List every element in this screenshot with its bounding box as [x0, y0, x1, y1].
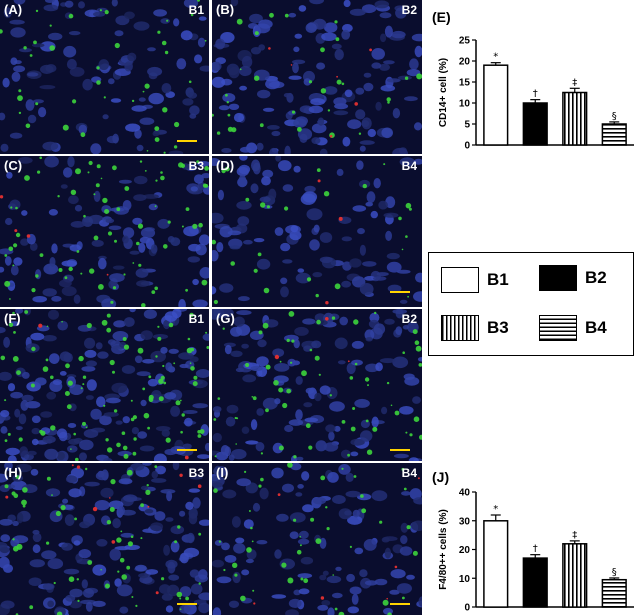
legend-item-b4: B4 — [539, 315, 607, 341]
y-tick-label: 0 — [464, 603, 470, 614]
panel-label: (D) — [216, 158, 235, 173]
legend-label: B4 — [585, 318, 607, 337]
bar-b2 — [522, 102, 548, 146]
group-label: B3 — [188, 159, 204, 173]
significance-mark: § — [612, 111, 617, 122]
significance-mark: * — [493, 52, 498, 63]
panel-label: (I) — [216, 465, 229, 480]
group-label: B1 — [188, 312, 204, 326]
scale-bar — [390, 449, 410, 451]
y-tick-label: 40 — [459, 488, 471, 499]
panel-label: (A) — [4, 2, 23, 17]
y-axis-label: F4/80++ cells (%) — [438, 509, 449, 590]
significance-mark: § — [612, 567, 617, 578]
micrograph-panel-d: (D) B4 — [212, 156, 422, 307]
panel-label: (E) — [432, 9, 451, 25]
panel-label: (G) — [216, 311, 235, 326]
y-tick-label: 20 — [459, 57, 471, 68]
group-label: B4 — [401, 159, 417, 173]
y-tick-label: 30 — [459, 516, 471, 527]
micrograph-panel-b: (B) B2 — [212, 0, 422, 154]
micrograph-panel-h: (H) B3 — [0, 463, 209, 615]
scale-bar — [177, 449, 197, 451]
micrograph-image — [0, 0, 209, 154]
bar-b4 — [601, 123, 627, 146]
y-tick-label: 10 — [459, 99, 471, 110]
y-tick-label: 10 — [459, 574, 471, 585]
group-label: B3 — [188, 466, 204, 480]
panel-label: (H) — [4, 465, 23, 480]
significance-mark: ‡ — [572, 77, 577, 88]
y-tick-label: 25 — [459, 36, 471, 47]
legend-swatch-black — [539, 265, 577, 291]
micrograph-panel-g: (G) B2 — [212, 309, 422, 461]
panel-label: (C) — [4, 158, 23, 173]
bar-chart-j: (J) F4/80++ cells (%) 0 10 20 30 40 * † ‡ § — [432, 469, 634, 614]
group-label: B4 — [401, 466, 417, 480]
y-axis-label: CD14+ cell (%) — [438, 58, 449, 127]
micrograph-image — [212, 463, 422, 615]
group-label: B1 — [188, 3, 204, 17]
scale-bar — [390, 603, 410, 605]
legend-swatch-horizontal-stripes — [539, 315, 577, 341]
scale-bar — [177, 140, 197, 142]
panel-label: (J) — [432, 469, 449, 485]
micrograph-panel-i: (I) B4 — [212, 463, 422, 615]
group-label: B2 — [401, 3, 417, 17]
legend: B1 B2 B3 B4 — [428, 252, 634, 356]
micrograph-image — [0, 463, 209, 615]
scale-bar — [390, 291, 410, 293]
bar-b3 — [562, 91, 588, 146]
y-tick-label: 0 — [464, 141, 470, 152]
y-tick-label: 20 — [459, 545, 471, 556]
legend-item-b1: B1 — [441, 267, 509, 293]
legend-swatch-white — [441, 267, 479, 293]
legend-label: B3 — [487, 318, 509, 337]
micrograph-image — [212, 309, 422, 461]
bar-b1 — [483, 64, 509, 146]
bar-b2 — [522, 557, 548, 608]
significance-mark: ‡ — [572, 530, 577, 541]
legend-item-b2: B2 — [539, 265, 607, 291]
legend-label: B2 — [585, 268, 607, 287]
significance-mark: * — [493, 504, 498, 515]
bar-b3 — [562, 543, 588, 608]
scale-bar — [177, 603, 197, 605]
y-tick-label: 15 — [459, 78, 471, 89]
panel-label: (B) — [216, 2, 235, 17]
legend-swatch-vertical-stripes — [441, 315, 479, 341]
micrograph-image — [0, 309, 209, 461]
micrograph-panel-c: (C) B3 — [0, 156, 209, 307]
micrograph-panel-a: (A) B1 — [0, 0, 209, 154]
micrograph-image — [212, 0, 422, 154]
y-tick-label: 5 — [464, 120, 470, 131]
significance-mark: † — [533, 544, 538, 555]
legend-label: B1 — [487, 270, 509, 289]
micrograph-panel-f: (F) B1 — [0, 309, 209, 461]
micrograph-image — [0, 156, 209, 307]
micrograph-image — [212, 156, 422, 305]
bar-chart-e: (E) CD14+ cell (%) 0 5 10 15 20 25 * † ‡ § — [432, 9, 634, 152]
legend-item-b3: B3 — [441, 315, 509, 341]
bar-b4 — [601, 578, 627, 608]
bar-b1 — [483, 520, 509, 608]
significance-mark: † — [533, 89, 538, 100]
group-label: B2 — [401, 312, 417, 326]
panel-label: (F) — [4, 311, 21, 326]
